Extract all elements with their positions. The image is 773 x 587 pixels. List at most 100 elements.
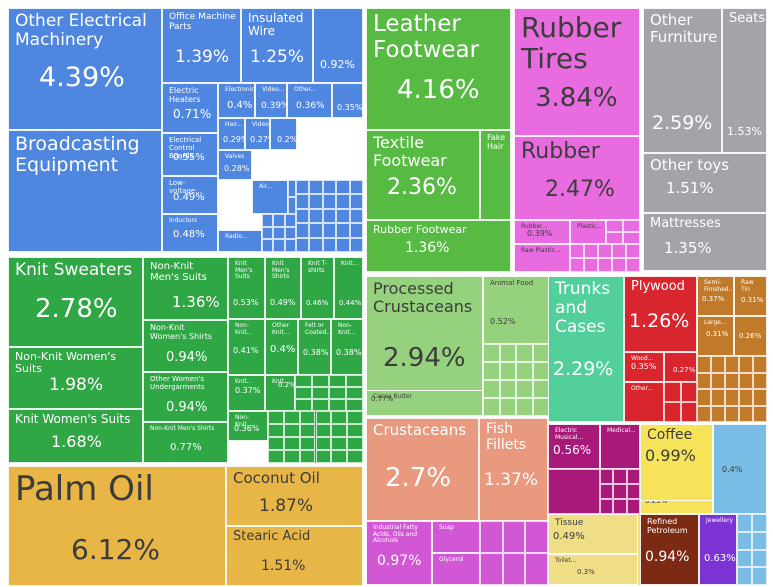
treemap-tile[interactable]: Crustaceans 2.7%	[366, 418, 479, 521]
tile-percentage: 0.92%	[320, 58, 355, 71]
minor-tile	[711, 372, 725, 389]
treemap-tile[interactable]: Broadcasting Equipment4.35%	[8, 130, 162, 252]
treemap-tile[interactable]: Non-Knit Women's Suits 1.98%	[8, 347, 143, 409]
treemap-tile[interactable]: Tissue 0.49%	[548, 514, 638, 554]
tile-percentage: 0.94%	[166, 400, 208, 415]
treemap-tile[interactable]: Fake Hair0.84%	[480, 130, 511, 220]
tile-label: Industrial Fatty Acids, Oils and Alcohol…	[373, 524, 418, 545]
treemap-tile[interactable]: Electric Heaters 0.71%	[162, 83, 218, 133]
treemap-tile[interactable]: Coffee 0.99%	[640, 424, 713, 514]
treemap-tile[interactable]: Soap	[432, 521, 480, 553]
treemap-tile[interactable]: Video... 0.27%	[245, 118, 270, 150]
tile-percentage: 1.37%	[484, 470, 539, 490]
treemap-tile[interactable]: Knit Men's Shirts 0.49%	[265, 257, 301, 319]
tile-label: Knit Men's Suits	[235, 260, 253, 281]
treemap-tile[interactable]: Valves 0.28%	[218, 150, 252, 180]
treemap-tile[interactable]: Knit... 0.2%	[265, 375, 295, 411]
treemap-tile[interactable]: Cocoa Butter 0.77%	[366, 390, 483, 416]
treemap-tile[interactable]: Jewellery 0.63%	[699, 514, 737, 585]
treemap-tile[interactable]: Other Women's Undergarments 0.94%	[143, 372, 228, 422]
minor-tile	[570, 258, 584, 272]
treemap-tile[interactable]: Other...	[624, 382, 664, 422]
treemap-tile[interactable]: Stearic Acid 1.51%	[226, 526, 363, 586]
tile-percentage: 0.4%	[227, 100, 253, 111]
treemap-tile[interactable]: Knit Women's Suits 1.68%	[8, 409, 143, 463]
treemap-tile[interactable]: Non-Knit Men's Suits 1.36%	[143, 257, 228, 320]
treemap-tile[interactable]: Seats 1.53%	[722, 8, 767, 153]
minor-tile	[299, 450, 316, 463]
treemap-tile[interactable]: Knit Sweaters 2.78%	[8, 257, 143, 347]
minor-tile	[584, 258, 598, 272]
treemap-tile[interactable]: Large... 0.31%	[697, 316, 734, 356]
treemap-tile[interactable]: Low-voltage... 0.49%	[162, 176, 218, 214]
treemap-tile[interactable]: Office Machine Parts 1.39%	[162, 8, 241, 83]
minor-tile	[346, 375, 363, 387]
treemap-tile[interactable]: 0.92%	[313, 8, 363, 83]
treemap-tile[interactable]: Raw Tin 0.31%	[734, 276, 767, 316]
treemap-tile[interactable]: Radio...	[218, 230, 262, 252]
treemap-tile[interactable]: Industrial Fatty Acids, Oils and Alcohol…	[366, 521, 432, 585]
treemap-tile[interactable]: Medical...	[600, 424, 640, 469]
treemap-tile[interactable]: Toilet... 0.3%	[548, 554, 638, 585]
treemap-tile[interactable]: Electrical Control Boards 0.55%	[162, 133, 218, 176]
treemap-tile[interactable]: Fish Fillets 1.37%	[479, 418, 548, 521]
treemap-tile[interactable]: Other... 0.36%	[287, 83, 332, 118]
treemap-tile[interactable]: Animal Food 0.52%	[483, 276, 549, 344]
treemap-tile[interactable]: Semi-Finished... 0.37%	[697, 276, 734, 316]
minor-tile	[336, 223, 350, 238]
treemap-tile[interactable]: Felt or Coated... 0.38%	[298, 319, 331, 375]
treemap-tile[interactable]: Non-Knit Women's Shirts 0.94%	[143, 320, 228, 372]
treemap-tile[interactable]: Plastic...	[570, 220, 606, 244]
treemap-tile[interactable]: Non-Knit... 0.36%	[228, 411, 268, 441]
minor-tile	[584, 244, 598, 258]
treemap-tile[interactable]: Knit... 0.44%	[334, 257, 363, 319]
treemap-tile[interactable]: Textile Footwear 2.36%	[366, 130, 480, 220]
treemap-tile[interactable]: Wood... 0.35%	[624, 352, 664, 382]
treemap-tile[interactable]: Non-Knit... 0.41%	[228, 319, 265, 375]
treemap-tile[interactable]: Rubber Tires 3.84%	[514, 8, 640, 136]
tile-percentage: 0.29%	[223, 135, 244, 144]
treemap-tile[interactable]: Leather Footwear 4.16%	[366, 8, 511, 130]
treemap-tile[interactable]: Knit T-shirts 0.46%	[301, 257, 334, 319]
treemap-tile[interactable]: Raw Plastic...	[514, 244, 570, 272]
treemap-tile[interactable]: Rubber Footwear 1.36%	[366, 220, 511, 272]
treemap-tile[interactable]: Knit... 0.37%	[228, 375, 265, 411]
minor-tile-group	[638, 514, 640, 585]
treemap-tile[interactable]: Palm Oil 6.12%	[8, 466, 226, 586]
treemap-tile[interactable]: 0.27%	[664, 352, 697, 382]
treemap-tile[interactable]: Non-Knit Men's Shirts 0.77%	[143, 422, 228, 463]
treemap-tile[interactable]: Other Furniture 2.59%	[643, 8, 722, 153]
minor-tile	[613, 484, 627, 499]
treemap-tile[interactable]: Trunks and Cases 2.29%	[548, 276, 624, 422]
treemap-tile[interactable]: Rubber... 0.39%	[514, 220, 570, 244]
minor-tile	[525, 521, 548, 553]
tile-percentage: 1.53%	[727, 125, 762, 138]
treemap-tile[interactable]: Air...	[252, 180, 288, 214]
treemap-tile[interactable]: 0.4%	[713, 424, 767, 514]
treemap-tile[interactable]: Other toys 1.51%	[643, 153, 767, 213]
treemap-tile[interactable]: Rubber 2.47%	[514, 136, 640, 220]
treemap-tile[interactable]: Coconut Oil 1.87%	[226, 466, 363, 526]
treemap-tile[interactable]: Insulated Wire 1.25%	[241, 8, 313, 83]
treemap-tile[interactable]: Refined Petroleum 0.94%	[640, 514, 699, 585]
tile-percentage: 6.12%	[71, 533, 160, 566]
treemap-tile[interactable]: 0.35%	[332, 83, 363, 118]
treemap-tile[interactable]: Knit Men's Suits 0.53%	[228, 257, 265, 319]
tile-percentage: 0.27%	[250, 135, 269, 144]
treemap-tile[interactable]: Glycerol	[432, 553, 480, 585]
treemap-tile[interactable]: Electronic... 0.4%	[218, 83, 255, 118]
treemap-tile[interactable]: Electric Musical... 0.56%	[548, 424, 600, 469]
treemap-tile[interactable]: Other Electrical Machinery 4.39%	[8, 8, 162, 130]
treemap-tile[interactable]: 0.2%	[270, 118, 297, 150]
treemap-tile[interactable]: Plywood 1.26%	[624, 276, 697, 352]
treemap-tile[interactable]: Inductors 0.48%	[162, 214, 218, 252]
treemap-tile[interactable]: Video... 0.39%	[255, 83, 287, 118]
minor-tile	[273, 214, 285, 227]
treemap-tile[interactable]: Non-Knit... 0.38%	[331, 319, 363, 375]
treemap-tile[interactable]: 0.23%	[640, 500, 713, 514]
treemap-tile[interactable]: Mattresses 1.35%	[643, 213, 767, 271]
treemap-tile[interactable]: Hair... 0.29%	[218, 118, 245, 150]
treemap-tile[interactable]: 0.26%	[734, 316, 767, 356]
treemap-tile[interactable]: Other Knit... 0.4%	[265, 319, 298, 375]
